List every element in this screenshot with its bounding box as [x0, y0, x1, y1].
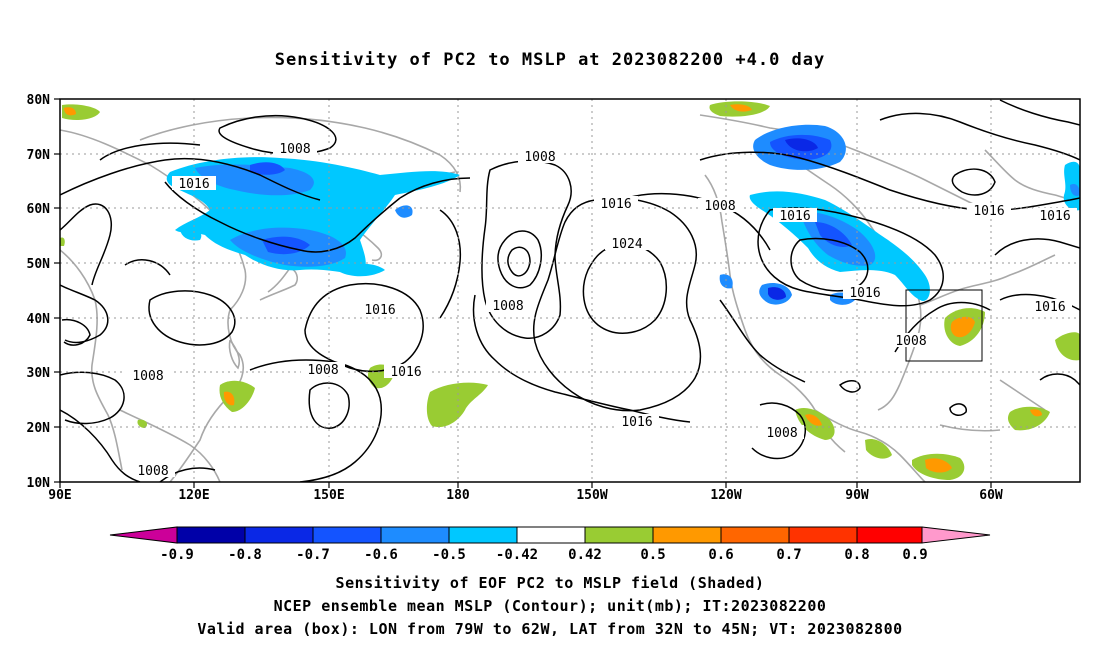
lat-label: 40N [27, 312, 51, 327]
lat-label: 50N [27, 257, 51, 272]
colorbar-label: -0.6 [364, 547, 398, 563]
colorbar-high-triangle [921, 526, 991, 544]
latitude-labels: 10N 20N 30N 40N 50N 60N 70N 80N [27, 93, 51, 491]
colorbar-swatch [312, 526, 382, 544]
colorbar-swatch [788, 526, 858, 544]
colorbar-label: -0.8 [228, 547, 262, 563]
contour-label: 1024 [611, 237, 642, 252]
lon-label: 90W [845, 488, 869, 503]
lon-label: 120W [710, 488, 741, 503]
contour-labels: 1008 1016 1008 1016 1024 1008 1008 1016 … [126, 141, 1077, 479]
colorbar-swatch [720, 526, 790, 544]
lon-label: 60W [979, 488, 1003, 503]
lon-label: 180 [446, 488, 470, 503]
colorbar [109, 526, 991, 544]
colorbar-label: -0.7 [296, 547, 330, 563]
colorbar-swatch [244, 526, 314, 544]
colorbar-swatch [652, 526, 722, 544]
contour-label: 1016 [849, 286, 880, 301]
lat-label: 30N [27, 366, 51, 381]
tick-marks [54, 98, 992, 488]
colorbar-label: 0.6 [708, 547, 733, 563]
colorbar-swatch [584, 526, 654, 544]
map-frame [59, 98, 1081, 483]
colorbar-label: 0.7 [776, 547, 801, 563]
contour-label: 1008 [704, 199, 735, 214]
lat-label: 80N [27, 93, 51, 108]
lat-label: 60N [27, 202, 51, 217]
colorbar-label: 0.8 [844, 547, 869, 563]
longitude-labels: 90E 120E 150E 180 150W 120W 90W 60W [48, 488, 1003, 503]
map-title: Sensitivity of PC2 to MSLP at 2023082200… [274, 50, 826, 70]
contour-labels-extra: 1016 1008 [615, 414, 804, 441]
positive-sensitivity-shading [60, 101, 1080, 480]
contour-label: 1008 [279, 142, 310, 157]
lat-label: 20N [27, 421, 51, 436]
colorbar-low-triangle [109, 526, 178, 544]
contour-label: 1008 [137, 464, 168, 479]
contour-label: 1008 [307, 363, 338, 378]
contour-label: 1016 [364, 303, 395, 318]
gridlines [60, 99, 1080, 482]
lon-label: 90E [48, 488, 71, 503]
contour-label: 1008 [895, 334, 926, 349]
colorbar-labels: -0.9 -0.8 -0.7 -0.6 -0.5 -0.42 0.42 0.5 … [160, 547, 928, 563]
contour-label: 1016 [178, 177, 209, 192]
contour-label: 1016 [621, 415, 652, 430]
contour-label: 1016 [973, 204, 1004, 219]
valid-area-box [905, 289, 983, 362]
contour-label: 1008 [766, 426, 797, 441]
colorbar-label: 0.9 [902, 547, 927, 563]
contour-label: 1016 [1034, 300, 1065, 315]
caption-line-3: Valid area (box): LON from 79W to 62W, L… [197, 620, 903, 638]
colorbar-label: -0.5 [432, 547, 466, 563]
lon-label: 150E [313, 488, 344, 503]
colorbar-swatch [448, 526, 518, 544]
colorbar-label: 0.42 [568, 547, 602, 563]
colorbar-swatch [516, 526, 586, 544]
colorbar-swatch [380, 526, 450, 544]
contour-label: 1016 [600, 197, 631, 212]
colorbar-swatch [856, 526, 923, 544]
lon-label: 120E [178, 488, 209, 503]
colorbar-swatch [176, 526, 246, 544]
contour-label: 1016 [1039, 209, 1070, 224]
lat-label: 70N [27, 148, 51, 163]
contour-label: 1008 [492, 299, 523, 314]
contour-label: 1016 [779, 209, 810, 224]
mslp-contours [60, 99, 1080, 482]
negative-sensitivity-shading [166, 124, 1080, 305]
contour-label: 1008 [524, 150, 555, 165]
lon-label: 150W [576, 488, 607, 503]
caption-line-2: NCEP ensemble mean MSLP (Contour); unit(… [273, 597, 827, 615]
caption-line-1: Sensitivity of EOF PC2 to MSLP field (Sh… [335, 574, 765, 592]
colorbar-label: 0.5 [640, 547, 665, 563]
contour-label: 1008 [132, 369, 163, 384]
lat-label: 10N [27, 476, 51, 491]
contour-label: 1016 [390, 365, 421, 380]
colorbar-label: -0.42 [496, 547, 538, 563]
colorbar-label: -0.9 [160, 547, 194, 563]
